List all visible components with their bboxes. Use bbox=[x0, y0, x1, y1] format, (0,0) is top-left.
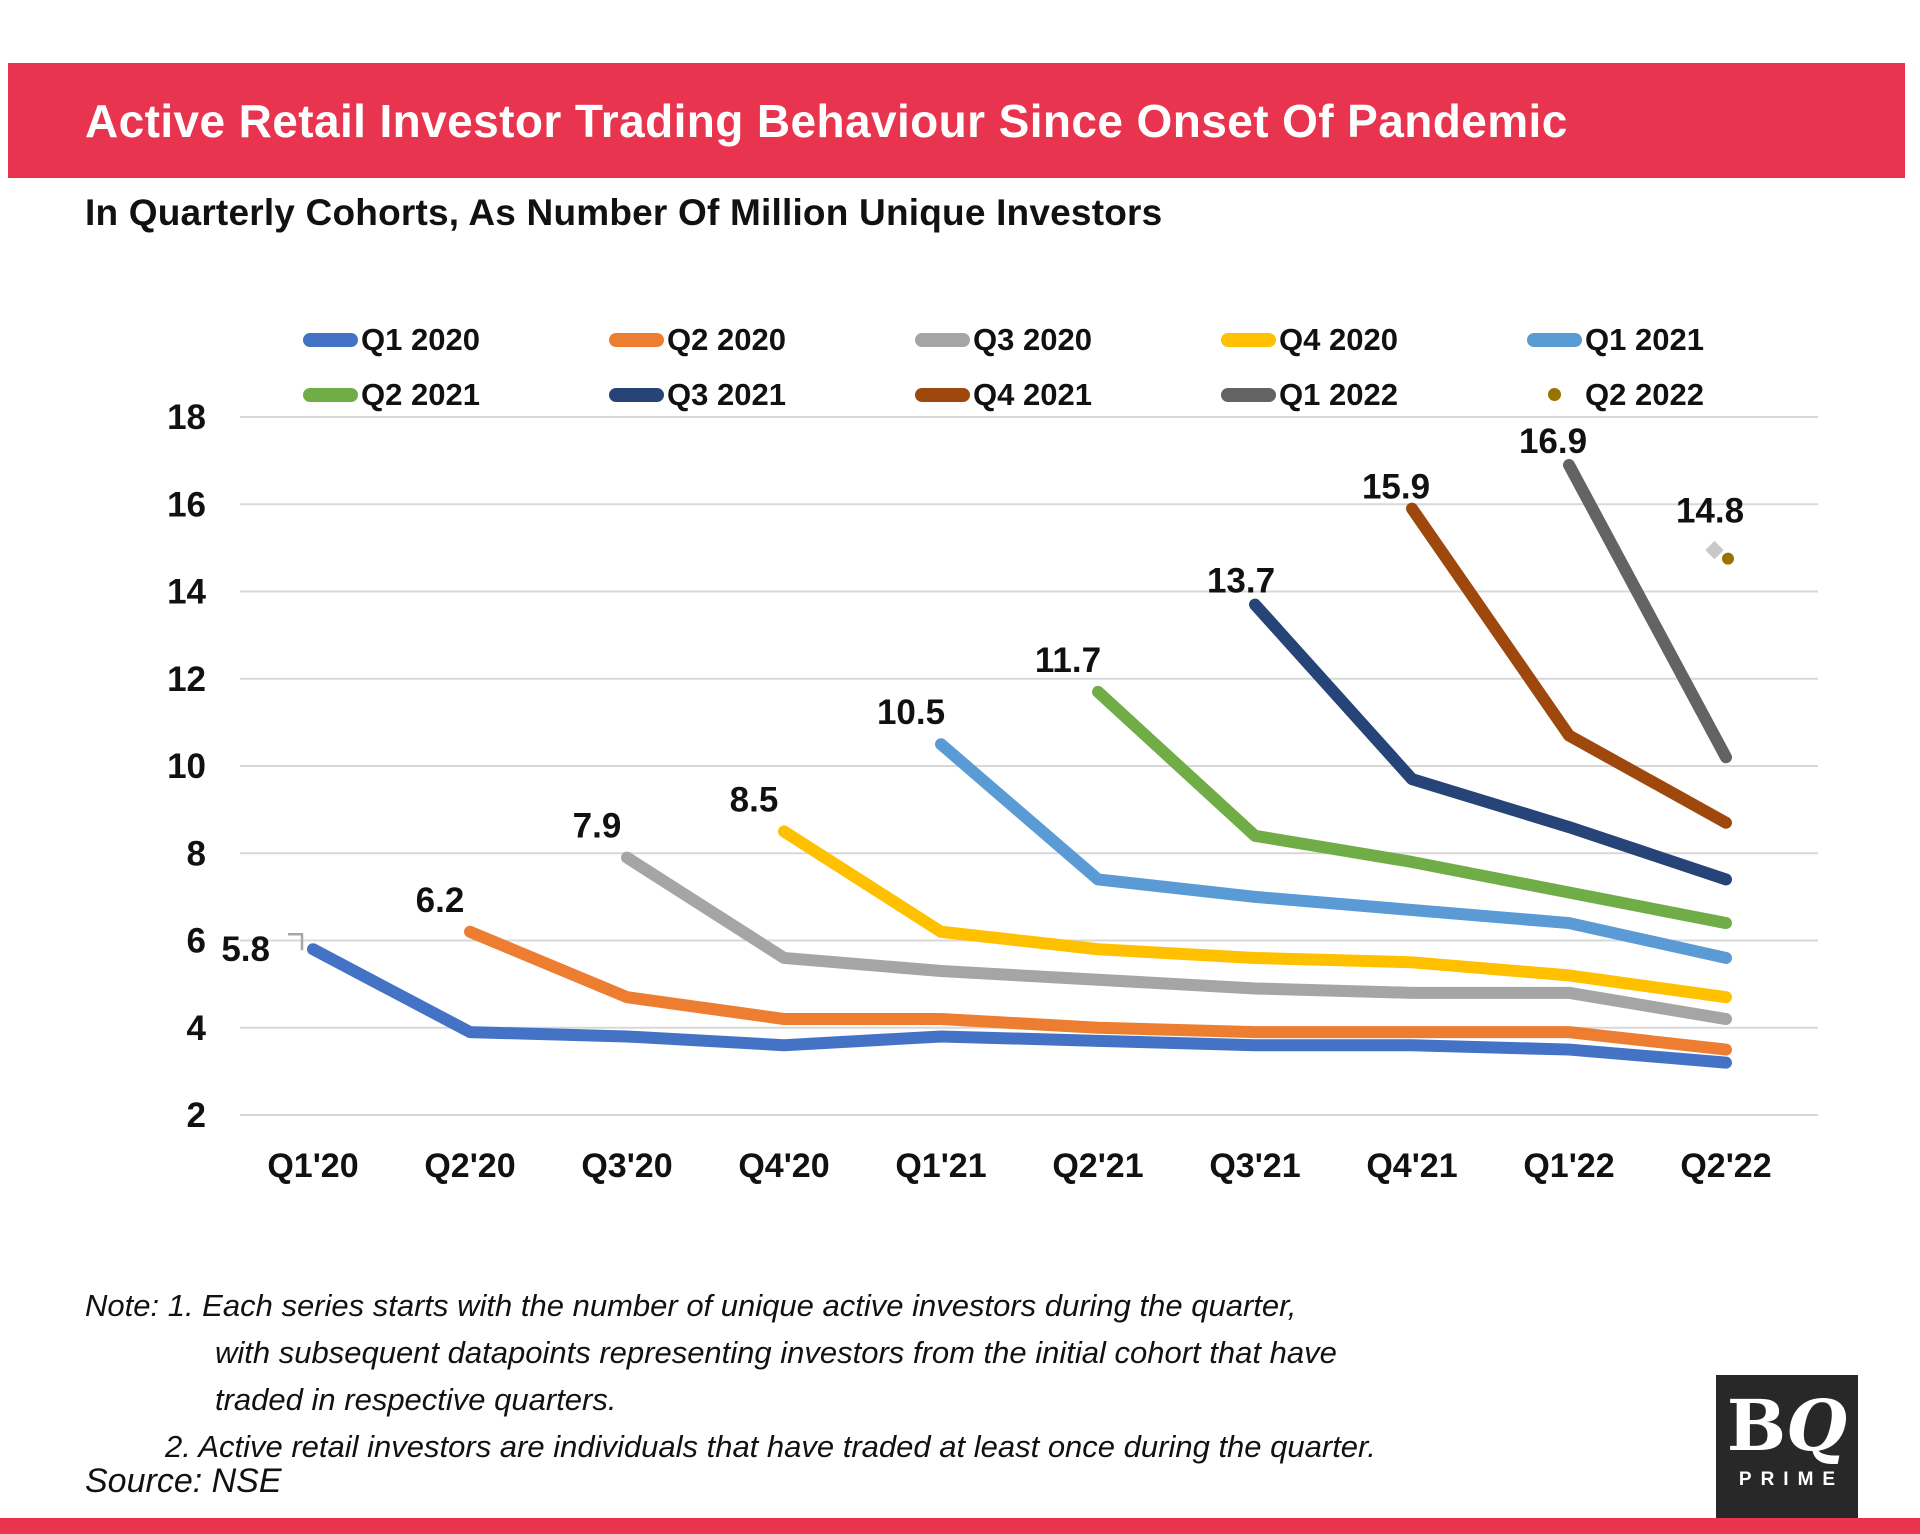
series-start-label-q4-2021: 15.9 bbox=[1362, 468, 1430, 507]
y-axis-label-18: 18 bbox=[167, 398, 206, 437]
x-axis-label-q2-20: Q2'20 bbox=[424, 1147, 515, 1185]
series-line-q1-2022 bbox=[1563, 458, 1732, 764]
legend-label: Q4 2021 bbox=[973, 376, 1092, 412]
legend-label: Q2 2020 bbox=[667, 321, 786, 357]
legend-item-q4-2021: Q4 2021 bbox=[915, 377, 1221, 413]
series-line-q3-2021 bbox=[1249, 598, 1732, 886]
series-marker-accent-q2-2022 bbox=[1705, 540, 1724, 560]
x-axis-label-q4-20: Q4'20 bbox=[738, 1147, 829, 1185]
y-axis-label-14: 14 bbox=[167, 573, 206, 612]
series-start-label-q4-2020: 8.5 bbox=[730, 780, 779, 819]
series-start-label-q2-2021: 11.7 bbox=[1035, 641, 1101, 680]
legend-item-q1-2021: Q1 2021 bbox=[1527, 322, 1833, 358]
x-axis-label-q3-20: Q3'20 bbox=[581, 1147, 672, 1185]
y-axis-label-4: 4 bbox=[187, 1009, 207, 1048]
x-axis-label-q4-21: Q4'21 bbox=[1366, 1147, 1457, 1185]
y-axis-label-8: 8 bbox=[187, 834, 206, 873]
series-start-label-q3-2020: 7.9 bbox=[573, 807, 622, 846]
x-axis-label-q1-20: Q1'20 bbox=[267, 1147, 358, 1185]
y-axis-label-16: 16 bbox=[167, 485, 206, 524]
y-axis-label-6: 6 bbox=[187, 922, 206, 961]
legend-item-q2-2021: Q2 2021 bbox=[303, 377, 609, 413]
chart-subtitle: In Quarterly Cohorts, As Number Of Milli… bbox=[85, 192, 1163, 233]
bq-logo-prime-label: PRIME bbox=[1738, 1469, 1845, 1490]
legend-label: Q3 2020 bbox=[973, 321, 1092, 357]
series-line-q4-2021 bbox=[1406, 502, 1732, 829]
x-axis-label-q1-21: Q1'21 bbox=[895, 1147, 986, 1185]
legend-line-marker bbox=[915, 387, 970, 402]
legend-item-q3-2020: Q3 2020 bbox=[915, 322, 1221, 358]
source-credit: Source: NSE bbox=[85, 1462, 282, 1500]
legend-label: Q2 2021 bbox=[361, 376, 480, 412]
y-axis-label-12: 12 bbox=[167, 660, 206, 699]
bq-logo-monogram: BQ bbox=[1726, 1384, 1848, 1467]
footnote: Note: 1. Each series starts with the num… bbox=[85, 1282, 1376, 1470]
legend-item-q3-2021: Q3 2021 bbox=[609, 377, 915, 413]
x-axis-label-q2-21: Q2'21 bbox=[1052, 1147, 1143, 1185]
y-axis-label-2: 2 bbox=[187, 1096, 206, 1135]
legend-item-q4-2020: Q4 2020 bbox=[1221, 322, 1527, 358]
legend-label: Q2 2022 bbox=[1585, 376, 1704, 412]
label-leader-line bbox=[288, 932, 304, 951]
legend-item-q2-2022: Q2 2022 bbox=[1527, 377, 1833, 413]
legend-label: Q3 2021 bbox=[667, 376, 786, 412]
series-start-label-q1-2022: 16.9 bbox=[1519, 422, 1587, 461]
series-line-q2-2021 bbox=[1092, 685, 1732, 930]
series-line-q3-2020 bbox=[621, 851, 1732, 1026]
series-start-label-q2-2020: 6.2 bbox=[416, 881, 465, 920]
series-line-q1-2021 bbox=[935, 738, 1732, 964]
series-line-q4-2020 bbox=[778, 825, 1732, 1004]
header-band: Active Retail Investor Trading Behaviour… bbox=[8, 63, 1905, 178]
x-axis-label-q2-22: Q2'22 bbox=[1680, 1147, 1771, 1185]
bq-prime-logo: BQ PRIME bbox=[1716, 1375, 1858, 1523]
series-start-label-q1-2021: 10.5 bbox=[877, 693, 945, 732]
footnote-line: 2. Active retail investors are individua… bbox=[165, 1429, 1376, 1464]
x-axis-label-q3-21: Q3'21 bbox=[1209, 1147, 1300, 1185]
chart-legend: Q1 2020 Q2 2020 Q3 2020 Q4 2020 Q1 2021 Q2 20… bbox=[303, 312, 1833, 422]
page-title: Active Retail Investor Trading Behaviour… bbox=[85, 94, 1568, 147]
series-start-label-q3-2021: 13.7 bbox=[1207, 562, 1275, 601]
legend-line-marker bbox=[609, 332, 664, 347]
legend-item-q1-2022: Q1 2022 bbox=[1221, 377, 1527, 413]
series-start-label-q1-2020: 5.8 bbox=[221, 930, 270, 969]
footnote-line: Note: 1. Each series starts with the num… bbox=[85, 1288, 1297, 1323]
footnote-line: with subsequent datapoints representing … bbox=[215, 1335, 1337, 1370]
footnote-line: traded in respective quarters. bbox=[215, 1382, 617, 1417]
legend-line-marker bbox=[609, 387, 664, 402]
series-line-q2-2020 bbox=[464, 925, 1732, 1056]
x-axis-label-q1-22: Q1'22 bbox=[1523, 1147, 1614, 1185]
legend-label: Q1 2020 bbox=[361, 321, 480, 357]
legend-line-marker bbox=[1527, 332, 1582, 347]
legend-label: Q1 2022 bbox=[1279, 376, 1398, 412]
series-start-label-q2-2022: 14.8 bbox=[1676, 492, 1744, 531]
legend-line-marker bbox=[1221, 332, 1276, 347]
legend-label: Q1 2021 bbox=[1585, 321, 1704, 357]
legend-line-marker bbox=[303, 332, 358, 347]
legend-label: Q4 2020 bbox=[1279, 321, 1398, 357]
legend-item-q2-2020: Q2 2020 bbox=[609, 322, 915, 358]
legend-item-q1-2020: Q1 2020 bbox=[303, 322, 609, 358]
series-dot-q2-2022 bbox=[1722, 552, 1734, 565]
series-line-q1-2020 bbox=[307, 943, 1732, 1069]
legend-line-marker bbox=[915, 332, 970, 347]
y-axis-label-10: 10 bbox=[167, 747, 206, 786]
legend-line-marker bbox=[303, 387, 358, 402]
legend-dot-marker bbox=[1527, 388, 1582, 402]
bottom-accent-bar bbox=[0, 1518, 1920, 1534]
legend-line-marker bbox=[1221, 387, 1276, 402]
